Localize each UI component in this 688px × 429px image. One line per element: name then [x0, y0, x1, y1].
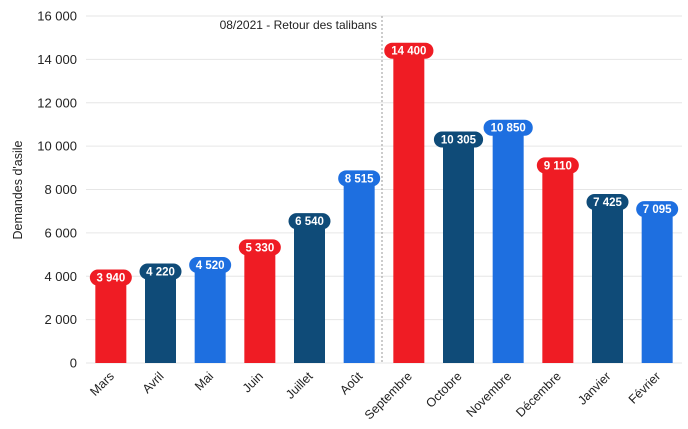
annotation: 08/2021 - Retour des talibans — [220, 16, 383, 363]
x-tick-label: Novembre — [464, 369, 515, 420]
data-label-background — [586, 193, 629, 210]
bar — [393, 50, 425, 363]
annotation-text: 08/2021 - Retour des talibans — [220, 18, 377, 32]
data-label: 8 515 — [345, 173, 374, 185]
x-tick-label: Juin — [240, 369, 266, 395]
y-tick-label: 8 000 — [44, 182, 77, 197]
bar-group: 10 850 — [483, 119, 533, 363]
x-tick-label: Septembre — [362, 369, 415, 422]
bar — [145, 271, 176, 363]
gridlines — [86, 15, 682, 364]
bar-group: 9 110 — [536, 157, 579, 363]
bar — [592, 201, 623, 363]
bar-group: 14 400 — [384, 42, 434, 363]
data-label: 3 940 — [96, 273, 125, 285]
bar-group: 4 220 — [139, 263, 182, 363]
bar-group: 8 515 — [338, 170, 381, 363]
x-tick-label: Octobre — [423, 369, 464, 410]
bar-group: 4 520 — [189, 256, 232, 363]
x-tick-label: Janvier — [575, 369, 613, 407]
bar — [95, 277, 127, 363]
bar — [542, 165, 574, 363]
bar — [492, 127, 524, 363]
y-tick-label: 4 000 — [44, 269, 77, 284]
data-label: 10 305 — [441, 135, 477, 147]
data-label-background — [636, 201, 679, 218]
data-label-background — [384, 42, 434, 59]
data-label-background — [89, 269, 132, 286]
data-label-background — [238, 239, 281, 256]
bar — [641, 209, 673, 363]
x-tick-label: Août — [337, 369, 365, 397]
x-tick-label: Décembre — [513, 369, 564, 420]
data-label-background — [483, 119, 533, 136]
bar-group: 6 540 — [288, 213, 331, 363]
data-label: 6 540 — [295, 216, 324, 228]
x-tick-label: Mars — [87, 369, 117, 399]
data-label: 14 400 — [391, 46, 426, 58]
data-label: 4 220 — [146, 266, 175, 278]
bar-group: 3 940 — [89, 269, 132, 363]
data-label: 4 520 — [196, 260, 225, 272]
x-tick-label: Mai — [192, 369, 216, 393]
bar — [194, 264, 226, 363]
bar-group: 7 095 — [636, 201, 679, 363]
data-label: 7 095 — [643, 204, 672, 216]
y-tick-label: 14 000 — [37, 52, 77, 67]
y-tick-label: 2 000 — [44, 312, 77, 327]
bar — [343, 178, 375, 363]
bar-group: 5 330 — [238, 239, 281, 363]
x-tick-label: Février — [626, 369, 663, 406]
y-tick-label: 16 000 — [37, 9, 77, 24]
data-label-background — [536, 157, 579, 174]
data-label: 7 425 — [593, 197, 622, 209]
y-axis-ticks: 0 2 000 4 000 6 000 8 000 10 000 12 000 14 000 1… — [37, 9, 77, 371]
y-tick-label: 6 000 — [44, 225, 77, 240]
data-label: 9 110 — [544, 160, 572, 172]
bars: 3 940 4 220 4 520 5 330 6 540 8 515 14 400 10 3… — [89, 42, 679, 363]
data-label: 10 850 — [491, 123, 526, 135]
data-label-background — [433, 131, 484, 148]
data-label: 5 330 — [245, 242, 274, 254]
y-tick-label: 10 000 — [37, 139, 77, 154]
bar — [244, 247, 276, 363]
x-tick-label: Avril — [140, 369, 167, 396]
bar-group: 10 305 — [433, 131, 484, 363]
y-tick-label: 12 000 — [37, 95, 77, 110]
y-tick-label: 0 — [70, 356, 77, 371]
bar-group: 7 425 — [586, 193, 629, 363]
bar — [294, 221, 325, 363]
data-label-background — [338, 170, 381, 187]
bar — [443, 139, 474, 363]
x-tick-label: Juillet — [283, 369, 316, 402]
data-label-background — [189, 256, 232, 273]
y-axis-title: Demandes d'asile — [11, 140, 25, 239]
data-label-background — [139, 263, 182, 280]
data-label-background — [288, 213, 331, 230]
